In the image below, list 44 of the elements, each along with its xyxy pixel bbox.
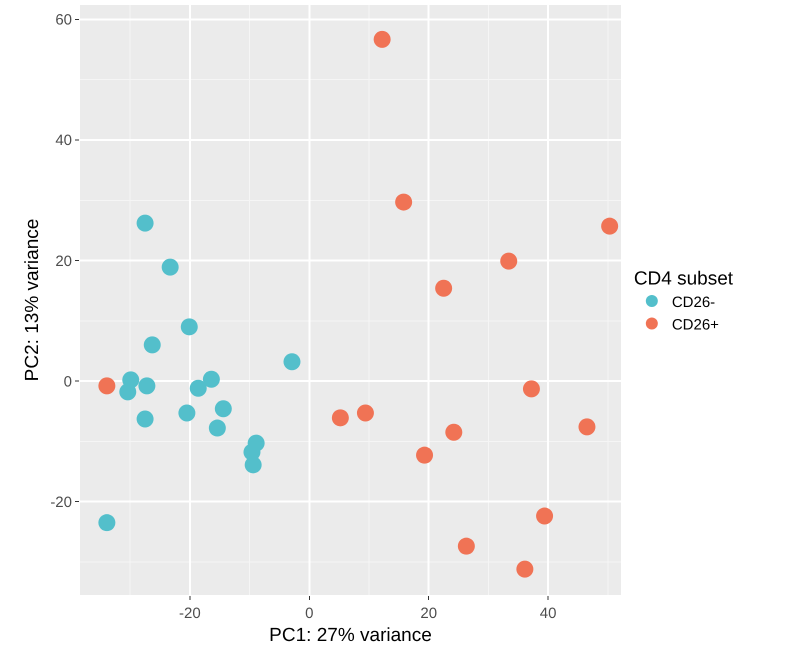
point [516, 560, 534, 578]
point [416, 446, 434, 464]
legend-title: CD4 subset [634, 268, 734, 290]
point [374, 30, 391, 48]
y-tick-label: 60 [55, 12, 72, 29]
point [180, 318, 198, 336]
point [500, 252, 518, 270]
point [332, 409, 349, 426]
y-tick-label: 20 [55, 252, 72, 270]
point [601, 218, 618, 235]
point [98, 514, 116, 532]
point [136, 214, 154, 232]
point [98, 377, 116, 394]
point [214, 400, 232, 418]
point [202, 370, 220, 388]
legend-label: CD26- [672, 294, 716, 311]
y-axis-title: PC2: 13% variance [22, 218, 44, 382]
point [162, 258, 179, 276]
point [136, 410, 154, 428]
point [522, 380, 540, 398]
point [144, 336, 161, 354]
y-tick-label: -20 [50, 494, 72, 511]
point [578, 418, 596, 436]
point [190, 380, 207, 397]
point [536, 508, 554, 525]
x-tick-label: 40 [540, 605, 556, 622]
point [356, 404, 374, 422]
point [178, 404, 196, 422]
y-tick-label: 40 [55, 132, 72, 150]
x-tick-label: 0 [305, 605, 314, 622]
x-tick-label: -20 [179, 605, 201, 622]
point [138, 377, 156, 394]
point [208, 420, 226, 437]
point [458, 538, 475, 555]
y-tick-label: 0 [64, 373, 72, 390]
point [119, 383, 136, 400]
point [445, 424, 462, 441]
x-tick-label: 20 [420, 605, 438, 622]
x-axis-title: PC1: 27% variance [269, 624, 432, 646]
point [395, 194, 412, 211]
legend-label: CD26+ [672, 316, 720, 334]
point [244, 456, 262, 474]
point [283, 353, 300, 370]
point [435, 280, 452, 297]
